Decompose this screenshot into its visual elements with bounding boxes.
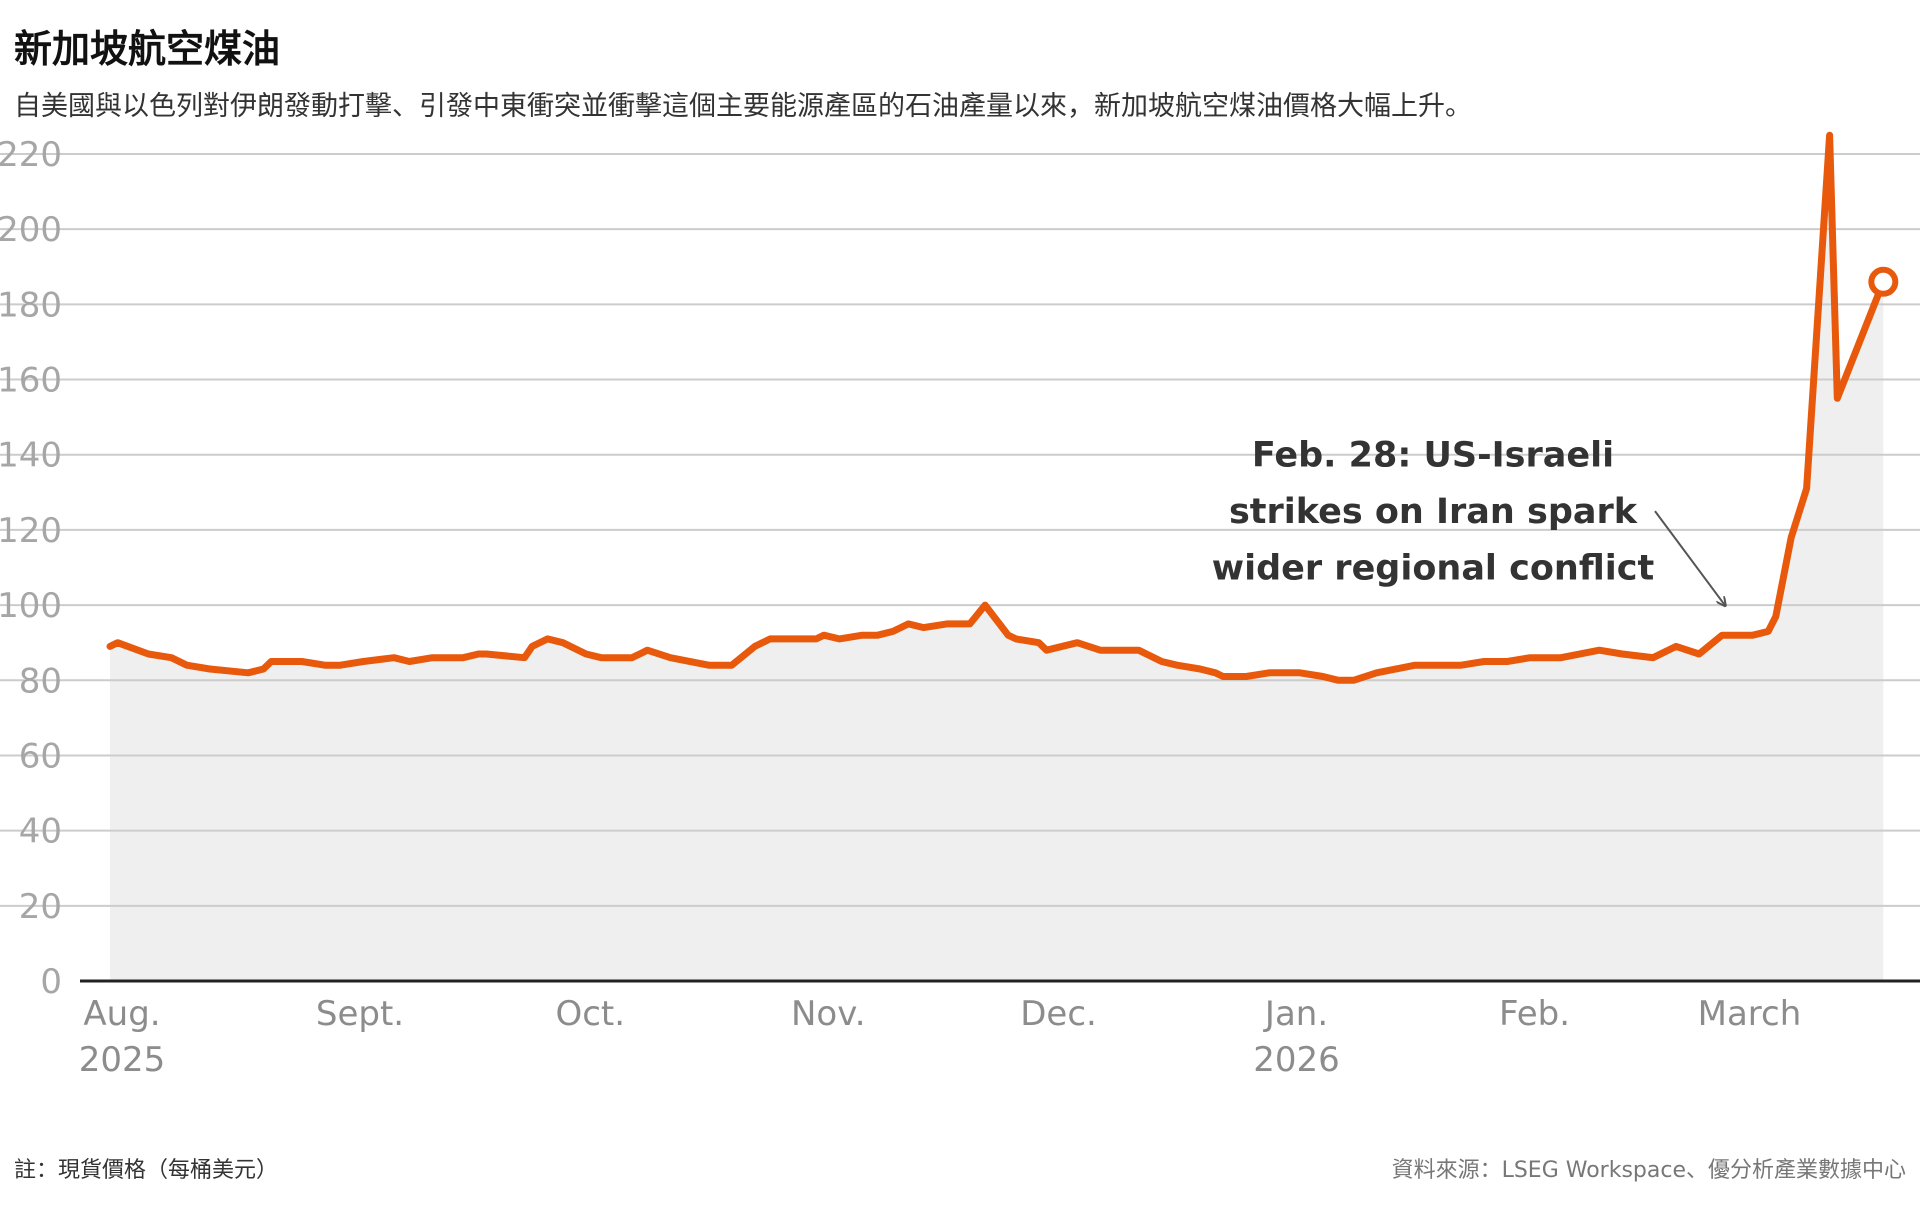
- annotation-line-1: Feb. 28: US-Israeli: [1252, 436, 1614, 476]
- x-tick-label: Jan.: [1263, 994, 1328, 1034]
- y-tick-label: 180: [0, 285, 62, 325]
- chart-title: 新加坡航空煤油: [14, 27, 281, 71]
- x-tick-label: Feb.: [1499, 994, 1570, 1034]
- footnote: 註：現貨價格（每桶美元）: [14, 1158, 279, 1183]
- y-tick-label: 20: [19, 887, 62, 927]
- x-tick-label: Sept.: [316, 994, 404, 1034]
- y-tick-label: 220: [0, 135, 62, 175]
- y-tick-label: 140: [0, 436, 62, 476]
- price-area: [110, 135, 1884, 981]
- y-tick-label: 0: [40, 962, 62, 1002]
- x-tick-label: Dec.: [1020, 994, 1097, 1034]
- y-tick-label: 60: [19, 736, 62, 776]
- x-tick-year: 2025: [79, 1040, 166, 1080]
- price-line: [106, 131, 1887, 684]
- y-tick-label: 40: [19, 812, 62, 852]
- latest-value-marker: [1868, 266, 1899, 297]
- x-tick-label: March: [1698, 994, 1802, 1034]
- x-tick-label: Oct.: [555, 994, 625, 1034]
- y-tick-label: 100: [0, 586, 62, 626]
- annotation-line-2: strikes on Iran spark: [1229, 492, 1638, 532]
- x-tick-label: Aug.: [83, 994, 160, 1034]
- x-tick-year: 2026: [1253, 1040, 1340, 1080]
- line-chart: 0 20 40 60 80 100 120 140 160 180 200 220 Aug. 2025 S…: [0, 131, 1920, 1080]
- chart-subtitle: 自美國與以色列對伊朗發動打擊、引發中東衝突並衝擊這個主要能源產區的石油產量以來，…: [14, 91, 1472, 122]
- y-tick-label: 80: [19, 661, 62, 701]
- source-credit: 資料來源：LSEG Workspace、優分析產業數據中心: [1391, 1158, 1906, 1183]
- annotation-arrow: [1654, 510, 1725, 605]
- annotation-line-3: wider regional conflict: [1212, 549, 1655, 589]
- y-tick-label: 120: [0, 511, 62, 551]
- y-tick-label: 160: [0, 361, 62, 401]
- x-tick-label: Nov.: [791, 994, 866, 1034]
- y-tick-label: 200: [0, 210, 62, 250]
